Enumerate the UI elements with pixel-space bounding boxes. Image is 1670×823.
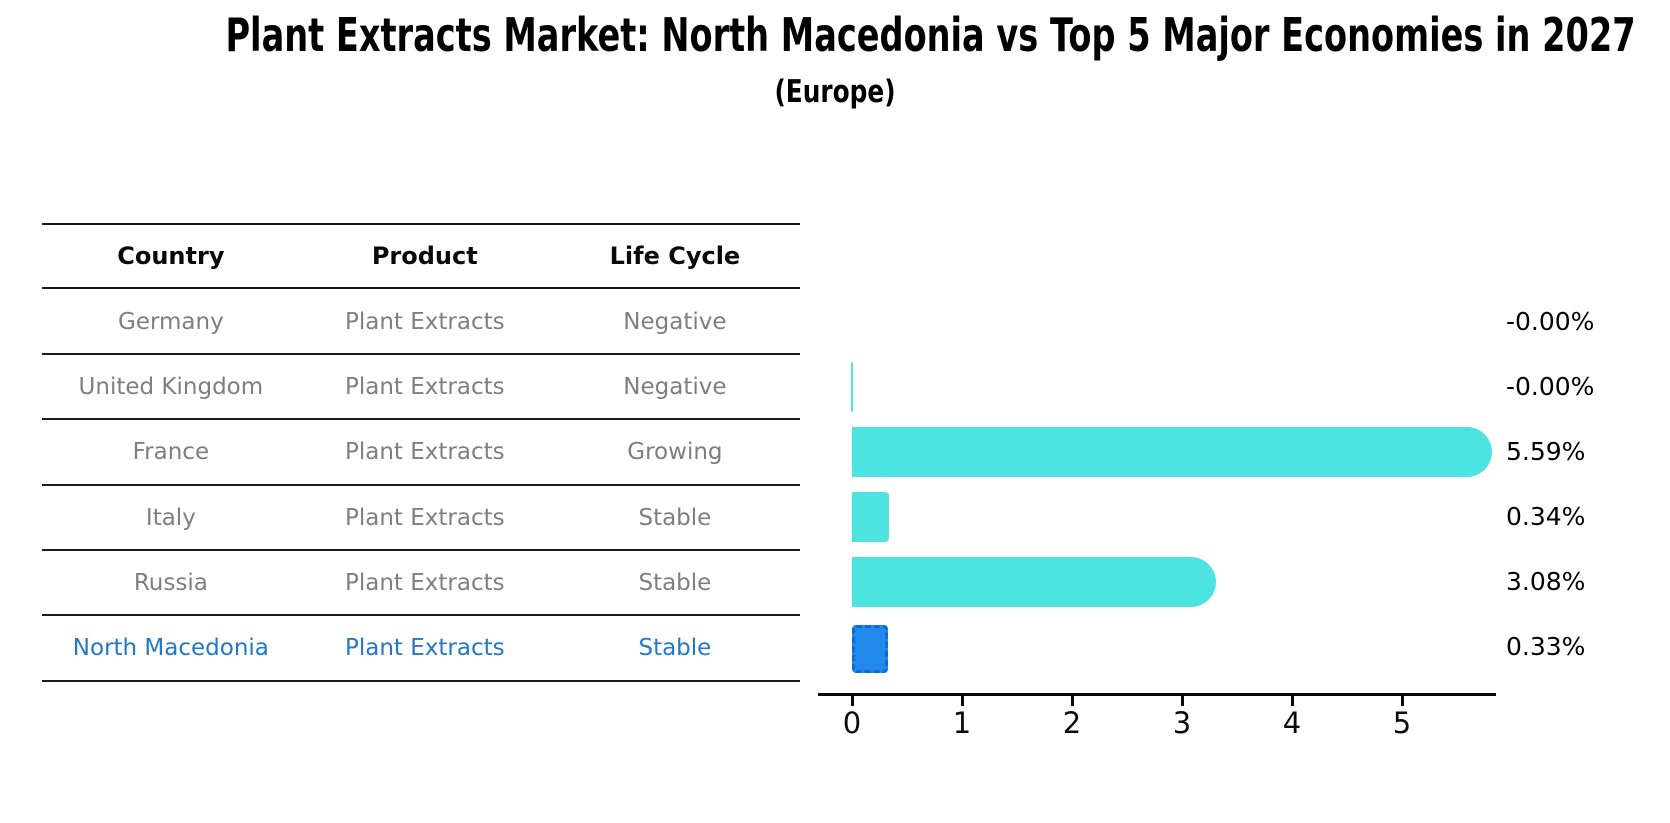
x-axis-tick-label: 3 — [1172, 706, 1192, 740]
table-divider — [42, 287, 800, 289]
cell-product: Plant Extracts — [344, 438, 505, 465]
cell-country: United Kingdom — [78, 373, 264, 400]
cell-life-cycle: Negative — [623, 308, 727, 335]
page-title: Plant Extracts Market: North Macedonia v… — [225, 8, 1636, 62]
cell-country: Italy — [145, 504, 196, 531]
cell-product: Plant Extracts — [344, 504, 505, 531]
value-label-germany: -0.00% — [1506, 307, 1595, 336]
table-row-france: France Plant Extracts Growing — [42, 419, 800, 484]
table-divider — [42, 680, 800, 682]
cell-life-cycle: Stable — [638, 634, 712, 661]
table-row-italy: Italy Plant Extracts Stable — [42, 485, 800, 550]
value-label-north-macedonia: 0.33% — [1506, 632, 1586, 661]
table-row-russia: Russia Plant Extracts Stable — [42, 550, 800, 615]
column-header-country: Country — [117, 241, 225, 270]
bar-united-kingdom — [851, 362, 853, 412]
cell-life-cycle: Negative — [623, 373, 727, 400]
x-axis-tick-label: 5 — [1392, 706, 1412, 740]
table-divider — [42, 549, 800, 551]
value-label-france: 5.59% — [1506, 437, 1586, 466]
x-axis-tickmark — [1400, 693, 1404, 706]
table-row-united-kingdom: United Kingdom Plant Extracts Negative — [42, 354, 800, 419]
cell-product: Plant Extracts — [344, 634, 505, 661]
bar-russia — [852, 557, 1216, 607]
table-divider — [42, 353, 800, 355]
value-label-united-kingdom: -0.00% — [1506, 372, 1595, 401]
cell-product: Plant Extracts — [344, 569, 505, 596]
column-header-life-cycle: Life Cycle — [609, 241, 741, 270]
table-divider — [42, 223, 800, 225]
x-axis-tickmark — [960, 693, 964, 706]
x-axis-tickmark — [1070, 693, 1074, 706]
cell-country: France — [132, 438, 210, 465]
x-axis-tick-label: 4 — [1282, 706, 1302, 740]
value-label-italy: 0.34% — [1506, 502, 1586, 531]
page-subtitle: (Europe) — [774, 74, 896, 110]
cell-life-cycle: Stable — [638, 569, 712, 596]
column-header-product: Product — [371, 241, 478, 270]
bar-italy — [852, 492, 890, 542]
x-axis-tick-label: 1 — [952, 706, 972, 740]
x-axis-tick-label: 2 — [1062, 706, 1082, 740]
cell-country: Russia — [133, 569, 208, 596]
x-axis-tickmark — [850, 693, 854, 706]
x-axis-tickmark — [1180, 693, 1184, 706]
cell-product: Plant Extracts — [344, 373, 505, 400]
x-axis-line — [818, 693, 1496, 696]
table-divider — [42, 418, 800, 420]
x-axis-tick-label: 0 — [842, 706, 862, 740]
table-row-north-macedonia: North Macedonia Plant Extracts Stable — [42, 615, 800, 680]
value-label-russia: 3.08% — [1506, 567, 1586, 596]
bar-france — [852, 427, 1492, 477]
table-divider — [42, 484, 800, 486]
table-divider — [42, 614, 800, 616]
bar-north-macedonia — [852, 625, 889, 673]
table-header-row: Country Product Life Cycle — [42, 224, 800, 287]
cell-life-cycle: Stable — [638, 504, 712, 531]
cell-country: North Macedonia — [72, 634, 269, 661]
cell-country: Germany — [118, 308, 224, 335]
table-row-germany: Germany Plant Extracts Negative — [42, 289, 800, 354]
cell-product: Plant Extracts — [344, 308, 505, 335]
x-axis-tickmark — [1290, 693, 1294, 706]
cell-life-cycle: Growing — [627, 438, 723, 465]
